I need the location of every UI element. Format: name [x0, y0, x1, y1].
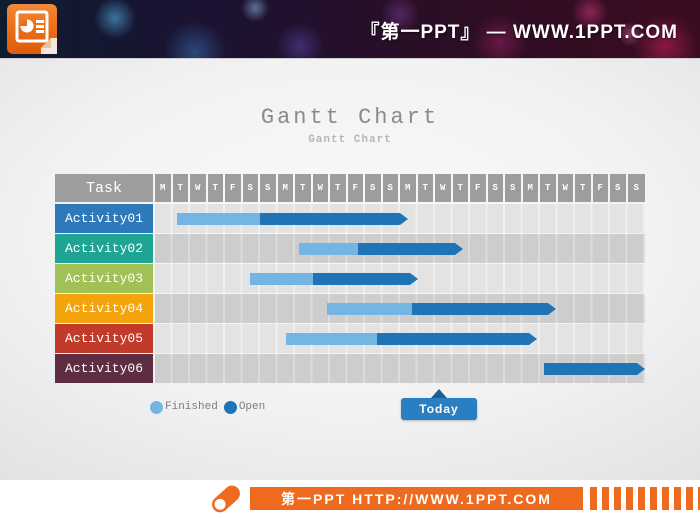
site-title[interactable]: 『第一PPT』 — WWW.1PPT.COM [360, 22, 678, 43]
task-track [155, 264, 645, 293]
bar-arrow-tip-icon [455, 242, 463, 255]
today-pointer-icon [431, 389, 447, 398]
weekday-header-cell: S [627, 174, 645, 202]
weekday-header-cell: F [347, 174, 363, 202]
task-track [155, 324, 645, 353]
weekday-header-cell: S [505, 174, 521, 202]
gantt-task-row: Activity04 [55, 294, 645, 323]
legend-label: Open [238, 401, 266, 413]
task-track [155, 234, 645, 263]
weekday-header-cell: T [172, 174, 188, 202]
site-footer: 第一PPT HTTP://WWW.1PPT.COM [0, 480, 700, 525]
bar-open-segment [412, 302, 548, 315]
task-label: Activity01 [55, 204, 153, 233]
weekday-header-cell: S [242, 174, 258, 202]
weekday-header-cell: S [487, 174, 503, 202]
bar-finished-segment [326, 302, 413, 315]
gantt-task-row: Activity03 [55, 264, 645, 293]
weekday-header-cell: S [365, 174, 381, 202]
weekday-header-cell: T [452, 174, 468, 202]
weekday-header-cell: T [417, 174, 433, 202]
weekday-header-cell: T [295, 174, 311, 202]
weekday-header-cell: F [592, 174, 608, 202]
today-button[interactable]: Today [401, 389, 477, 420]
legend-dot-icon [223, 400, 237, 414]
bar-finished-segment [286, 332, 378, 345]
bar-arrow-tip-icon [399, 212, 408, 225]
bar-arrow-tip-icon [547, 302, 556, 315]
task-track [155, 294, 645, 323]
today-label: Today [419, 402, 459, 416]
bar-arrow-tip-icon [637, 362, 645, 375]
bar-finished-segment [176, 212, 260, 225]
bar-finished-segment [298, 242, 358, 255]
task-column-header: Task [55, 174, 153, 202]
weekday-header-cell: M [522, 174, 538, 202]
slide-subtitle: Gantt Chart [308, 134, 392, 146]
chalk-icon [212, 485, 240, 513]
weekday-header-cell: W [435, 174, 451, 202]
powerpoint-logo-icon[interactable] [7, 4, 57, 54]
weekday-header-cell: M [400, 174, 416, 202]
weekday-header-cell: S [382, 174, 398, 202]
bar-arrow-tip-icon [528, 332, 537, 345]
bar-open-segment [543, 362, 637, 375]
task-label: Activity03 [55, 264, 153, 293]
task-track [155, 204, 645, 233]
weekday-header-cell: T [540, 174, 556, 202]
task-label: Activity04 [55, 294, 153, 323]
gantt-task-row: Activity02 [55, 234, 645, 263]
weekday-header-cell: T [330, 174, 346, 202]
weekday-header-cell: W [557, 174, 573, 202]
legend-item: Finished [150, 400, 218, 414]
weekday-header-cell: S [610, 174, 626, 202]
gantt-task-row: Activity06 [55, 354, 645, 383]
footer-url-link[interactable]: 第一PPT HTTP://WWW.1PPT.COM [250, 487, 583, 510]
task-track [155, 354, 645, 383]
gantt-body: Activity01 Activity02 Activity03 Activity04… [55, 204, 645, 383]
footer-stripes-decoration [590, 487, 700, 510]
gantt-task-row: Activity01 [55, 204, 645, 233]
bar-finished-segment [249, 272, 313, 285]
legend-label: Finished [165, 401, 218, 413]
bar-open-segment [260, 212, 400, 225]
task-label: Activity05 [55, 324, 153, 353]
task-label: Activity02 [55, 234, 153, 263]
bar-arrow-tip-icon [409, 272, 418, 285]
legend-item: Open [223, 400, 266, 414]
bar-open-segment [312, 272, 410, 285]
weekday-header-cell: T [575, 174, 591, 202]
weekday-header-cell: W [190, 174, 206, 202]
bar-open-segment [358, 242, 455, 255]
site-banner: 『第一PPT』 — WWW.1PPT.COM [0, 0, 700, 58]
slide-title: Gantt Chart [260, 105, 440, 130]
weekday-header-cell: W [312, 174, 328, 202]
weekday-header-cell: F [225, 174, 241, 202]
weekday-header-cell: T [207, 174, 223, 202]
task-label: Activity06 [55, 354, 153, 383]
weekday-header-cell: M [155, 174, 171, 202]
weekday-header-cell: S [260, 174, 276, 202]
weekday-header-cell: F [470, 174, 486, 202]
weekday-header-cell: M [277, 174, 293, 202]
legend-dot-icon [150, 400, 163, 414]
legend: Finished Open [150, 399, 271, 415]
gantt-task-row: Activity05 [55, 324, 645, 353]
bar-open-segment [377, 332, 529, 345]
